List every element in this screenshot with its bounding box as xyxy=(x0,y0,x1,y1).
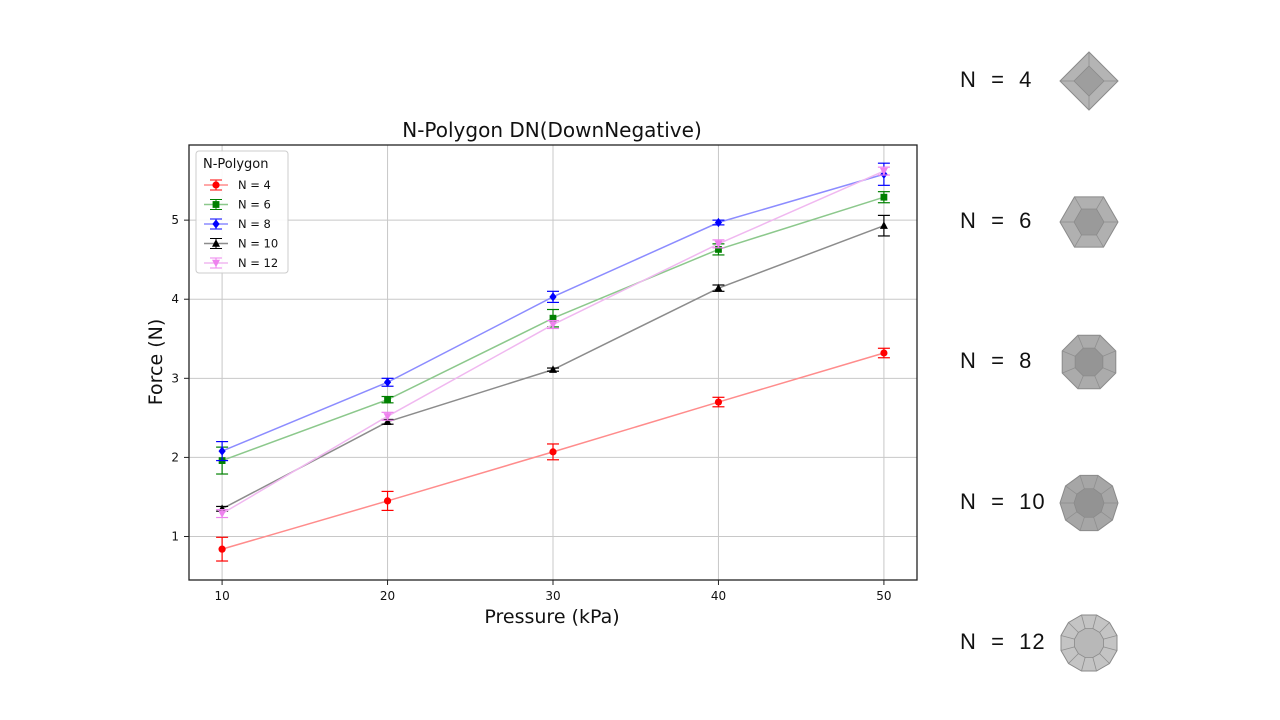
legend-label: N = 12 xyxy=(238,256,278,270)
legend-marker xyxy=(212,239,220,247)
x-tick-label: 10 xyxy=(214,589,229,603)
legend-marker xyxy=(212,201,220,208)
data-point xyxy=(218,510,227,518)
data-point xyxy=(714,398,723,406)
legend: N-Polygon N = 4 N = 6 N = 8 N = 10 N = 12 xyxy=(195,150,289,274)
legend-label: N = 8 xyxy=(238,217,271,231)
hexagon-polygon-icon xyxy=(1059,195,1119,248)
data-point xyxy=(549,314,557,322)
legend-marker xyxy=(212,259,220,268)
data-point xyxy=(549,365,557,373)
polygon-label: N = 8 xyxy=(960,348,1033,373)
data-point xyxy=(218,446,226,456)
data-point xyxy=(879,167,888,176)
data-point xyxy=(383,417,392,426)
data-point xyxy=(218,545,226,553)
series-layer xyxy=(216,162,890,562)
legend-marker xyxy=(212,181,220,189)
series-N-10 xyxy=(216,214,890,513)
y-tick-label: 5 xyxy=(171,213,179,227)
series-N-12 xyxy=(216,166,890,519)
chart-title: N-Polygon DN(DownNegative) xyxy=(402,118,702,142)
polygon-label: N = 12 xyxy=(960,629,1046,654)
decagon-polygon-icon xyxy=(1059,474,1119,531)
data-point xyxy=(384,396,391,404)
legend-label: N = 6 xyxy=(238,198,271,212)
data-point xyxy=(383,377,392,387)
x-axis-label: Pressure (kPa) xyxy=(484,606,619,628)
legend-label: N = 10 xyxy=(238,237,278,251)
legend-box xyxy=(195,150,289,274)
legend-marker xyxy=(212,219,220,229)
y-tick-label: 4 xyxy=(171,292,179,306)
data-point xyxy=(383,497,392,505)
dodecagon-polygon-icon xyxy=(1060,614,1118,672)
data-point xyxy=(879,221,888,229)
y-tick-label: 3 xyxy=(171,371,179,385)
polygon-label: N = 4 xyxy=(960,67,1033,92)
y-tick-label: 1 xyxy=(171,530,179,544)
x-tick-label: 40 xyxy=(711,589,726,603)
data-point xyxy=(549,448,557,456)
x-tick-label: 30 xyxy=(545,589,560,603)
data-point xyxy=(714,283,723,292)
square-polygon-icon xyxy=(1059,51,1119,111)
legend-title: N-Polygon xyxy=(203,157,269,172)
x-tick-label: 50 xyxy=(876,589,891,603)
data-point xyxy=(549,292,557,302)
x-tick-label: 20 xyxy=(380,589,395,603)
polygon-label: N = 6 xyxy=(960,207,1033,233)
data-point xyxy=(714,240,723,249)
y-axis-label: Force (N) xyxy=(145,319,167,405)
polygon-label: N = 10 xyxy=(960,488,1046,514)
octagon-polygon-icon xyxy=(1061,334,1117,390)
data-point xyxy=(880,193,888,201)
data-point xyxy=(880,349,888,357)
data-point xyxy=(715,246,722,253)
data-point xyxy=(383,413,392,421)
data-point xyxy=(714,217,723,228)
series-N-4 xyxy=(216,347,890,562)
grid xyxy=(189,145,917,580)
legend-label: N = 4 xyxy=(238,178,271,192)
ticks: 10 20 30 40 50 1 2 3 4 5 xyxy=(171,213,891,603)
data-point xyxy=(549,321,557,329)
y-tick-label: 2 xyxy=(171,450,179,464)
